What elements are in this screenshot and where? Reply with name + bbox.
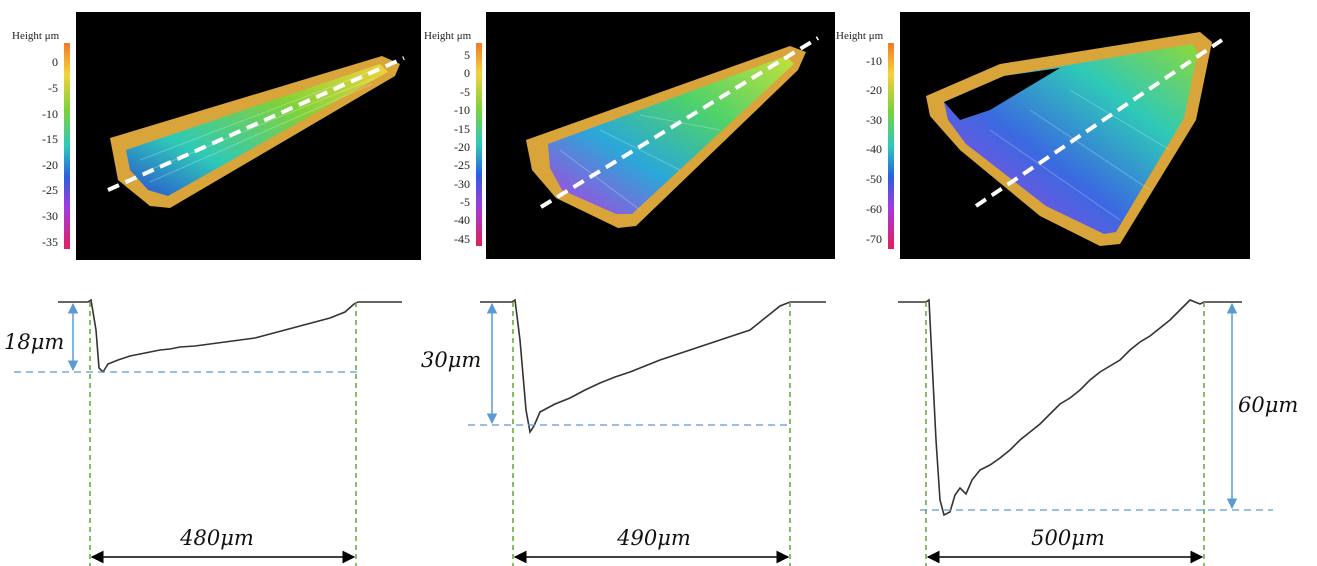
scale-tick: -20 — [42, 158, 58, 172]
height-scale-2: Height μm 5 0 -5 -10 -15 -20 -25 -30 -5 … — [424, 30, 482, 246]
scale-tick: -25 — [42, 183, 58, 197]
scale-ticks-1: 0 -5 -10 -15 -20 -25 -30 -35 — [42, 55, 58, 249]
height-scale-3: Height μm -10 -20 -30 -40 -50 -60 -70 — [836, 30, 894, 249]
width-label: 500μm — [1031, 526, 1105, 550]
panel-1: Height μm 0 -5 -10 -15 -20 -25 -30 -35 — [4, 12, 421, 566]
scale-tick: -45 — [454, 232, 470, 246]
scan-line — [974, 38, 1224, 208]
width-label: 490μm — [616, 526, 691, 550]
depth-label: 60μm — [1238, 393, 1298, 417]
scan-line — [539, 36, 820, 209]
surface-profile — [480, 298, 826, 435]
scale-tick: 0 — [52, 55, 58, 69]
scale-ticks-3: -10 -20 -30 -40 -50 -60 -70 — [866, 54, 882, 246]
scale-tick: -20 — [866, 83, 882, 97]
scale-tick: -40 — [454, 213, 470, 227]
scale-tick: -30 — [866, 113, 882, 127]
scale-ticks-2: 5 0 -5 -10 -15 -20 -25 -30 -5 -40 -45 — [454, 48, 470, 246]
profile-chart-3: 60μm 500μm — [898, 298, 1298, 566]
scale-tick: -25 — [454, 158, 470, 172]
surface-profile — [898, 298, 1242, 517]
scale-title-2: Height μm — [424, 30, 472, 42]
profile-chart-2: 30μm 490μm — [421, 298, 826, 566]
scale-tick: 0 — [464, 66, 470, 80]
scale-tick: -10 — [42, 107, 58, 121]
scale-tick: 5 — [464, 48, 470, 62]
scale-title-1: Height μm — [12, 30, 60, 42]
scale-tick: -5 — [460, 195, 470, 209]
scale-tick: -15 — [454, 122, 470, 136]
scale-tick: -50 — [866, 172, 882, 186]
topography-image-1 — [76, 12, 421, 260]
depth-label: 18μm — [4, 330, 64, 354]
scan-line — [107, 56, 405, 192]
profile-chart-1: 18μm 480μm — [4, 298, 402, 566]
scale-tick: -5 — [48, 81, 58, 95]
color-bar-1 — [64, 43, 70, 249]
color-bar-3 — [888, 43, 894, 249]
topography-image-3 — [900, 12, 1250, 259]
topography-image-2 — [486, 12, 835, 259]
scale-tick: -10 — [454, 103, 470, 117]
scale-tick: -20 — [454, 140, 470, 154]
width-label: 480μm — [179, 526, 254, 550]
panel-3: Height μm -10 -20 -30 -40 -50 -60 -70 — [836, 12, 1298, 566]
groove-surface — [548, 56, 794, 214]
scale-tick: -5 — [460, 85, 470, 99]
height-scale-1: Height μm 0 -5 -10 -15 -20 -25 -30 -35 — [12, 30, 70, 249]
scale-tick: -30 — [454, 177, 470, 191]
color-bar-2 — [476, 43, 482, 246]
scale-tick: -60 — [866, 202, 882, 216]
scale-tick: -40 — [866, 142, 882, 156]
scale-tick: -35 — [42, 235, 58, 249]
surface-texture — [989, 89, 1171, 221]
groove-surface — [126, 64, 388, 196]
scale-tick: -15 — [42, 132, 58, 146]
scale-tick: -10 — [866, 54, 882, 68]
shadow-region — [944, 68, 1060, 120]
surface-profile — [58, 298, 402, 374]
panel-2: Height μm 5 0 -5 -10 -15 -20 -25 -30 -5 … — [421, 12, 835, 566]
scale-title-3: Height μm — [836, 30, 884, 42]
scale-tick: -30 — [42, 209, 58, 223]
scale-tick: -70 — [866, 232, 882, 246]
depth-label: 30μm — [421, 348, 481, 372]
